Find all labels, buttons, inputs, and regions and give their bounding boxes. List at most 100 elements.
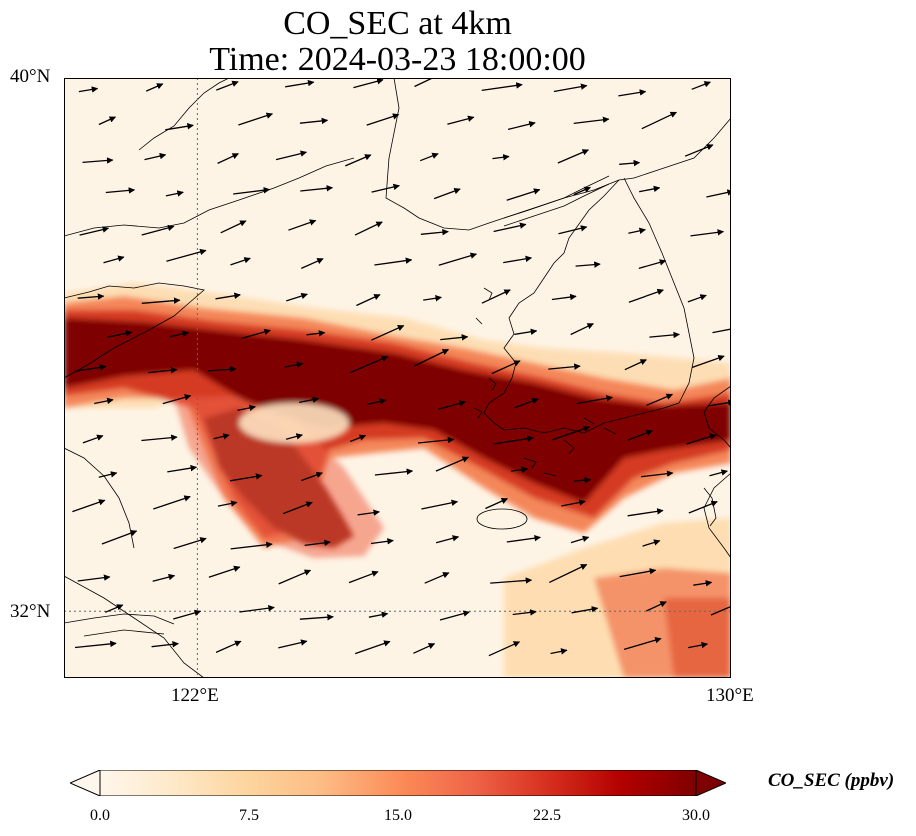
wind-arrow [549, 563, 588, 583]
colorbar-tick-4: 30.0 [682, 807, 710, 824]
wind-arrow [208, 565, 241, 578]
wind-arrow [166, 248, 207, 262]
wind-arrow [301, 471, 323, 482]
wind-arrow [641, 470, 674, 478]
wind-arrow [82, 434, 104, 444]
wind-arrow [551, 293, 577, 301]
wind-arrow [354, 640, 391, 655]
wind-arrow [481, 289, 511, 304]
wind-arrow [424, 572, 450, 584]
wind-arrow [435, 456, 469, 472]
wind-arrow [216, 80, 239, 91]
colorbar-tick-3: 22.5 [533, 807, 561, 824]
wind-arrow [367, 398, 387, 405]
wind-arrow [687, 294, 707, 303]
wind-arrow [241, 328, 271, 340]
wind-arrow [301, 258, 324, 269]
wind-arrow [282, 501, 313, 515]
wind-arrow [686, 433, 717, 445]
wind-arrow [162, 394, 192, 405]
wind-arrow [688, 500, 718, 514]
wind-arrow [167, 464, 198, 473]
wind-arrow [421, 499, 459, 510]
wind-arrow [439, 610, 470, 621]
wind-arrow [493, 435, 534, 445]
wind-arrow [707, 399, 731, 407]
wind-arrow [691, 81, 711, 90]
wind-arrow [548, 363, 581, 370]
wind-arrow [169, 330, 190, 338]
wind-arrow [414, 78, 434, 88]
wind-arrow [229, 473, 263, 482]
wind-arrow [514, 328, 538, 336]
wind-arrow [165, 190, 184, 197]
wind-arrow [173, 609, 202, 620]
wind-arrow [299, 117, 329, 125]
wind-arrow [553, 83, 588, 93]
wind-arrow [238, 112, 274, 126]
wind-arrow [503, 255, 533, 264]
map-frame [64, 78, 731, 678]
wind-arrow [627, 508, 664, 517]
wind-arrow [141, 434, 178, 442]
wind-arrow [77, 293, 105, 300]
wind-arrow [230, 257, 251, 266]
wind-arrow [514, 397, 539, 409]
wind-arrow [576, 395, 613, 405]
wind-arrow [300, 185, 334, 192]
wind-arrow [371, 325, 405, 341]
wind-arrow [575, 261, 601, 268]
wind-arrow [506, 534, 541, 543]
wind-arrow [619, 568, 657, 578]
wind-arrow [491, 360, 521, 375]
wind-arrow [103, 255, 125, 264]
wind-vectors [72, 78, 731, 657]
wind-arrow [423, 295, 442, 302]
wind-arrow [348, 570, 379, 584]
wind-arrow [78, 86, 99, 93]
wind-arrow [628, 288, 664, 303]
wind-arrow [507, 121, 536, 131]
wind-arrow [692, 354, 725, 369]
wind-arrow [173, 537, 207, 550]
wind-arrow [571, 606, 599, 614]
wind-arrow [490, 577, 533, 584]
wind-arrow [438, 400, 466, 410]
wind-arrow [148, 366, 178, 374]
wind-arrow [345, 154, 372, 167]
wind-arrow [623, 637, 662, 651]
map-panel [64, 78, 731, 678]
wind-arrow [646, 601, 667, 612]
wind-arrow [304, 539, 331, 547]
map-title: CO_SEC at 4km [283, 5, 512, 42]
wind-arrow [693, 580, 713, 587]
wind-arrow [447, 115, 475, 125]
wind-arrow [413, 643, 436, 654]
wind-arrow [233, 186, 271, 195]
wind-arrow [570, 535, 590, 544]
wind-arrow [417, 436, 455, 444]
wind-arrow [215, 640, 242, 653]
wind-arrow [165, 123, 194, 131]
wind-arrow [649, 331, 680, 339]
wind-arrow [298, 396, 320, 404]
wind-arrow [619, 159, 641, 167]
wind-arrow [82, 157, 114, 164]
wind-arrow [646, 393, 673, 406]
wind-arrow [710, 605, 731, 616]
wind-arrow [215, 292, 241, 300]
co-concentration-field [64, 283, 731, 678]
wind-arrow [284, 361, 304, 368]
wind-arrow [684, 144, 714, 157]
wind-arrow [278, 569, 312, 585]
wind-arrow [354, 221, 383, 236]
wind-arrow [153, 495, 191, 510]
wind-arrow [641, 111, 677, 130]
wind-arrow [278, 639, 308, 649]
wind-arrow [105, 187, 136, 194]
wind-arrow [420, 228, 449, 236]
wind-arrow [687, 641, 709, 649]
lat-lon-gridlines [64, 78, 731, 678]
wind-arrow [101, 530, 138, 545]
wind-arrow [75, 364, 107, 372]
